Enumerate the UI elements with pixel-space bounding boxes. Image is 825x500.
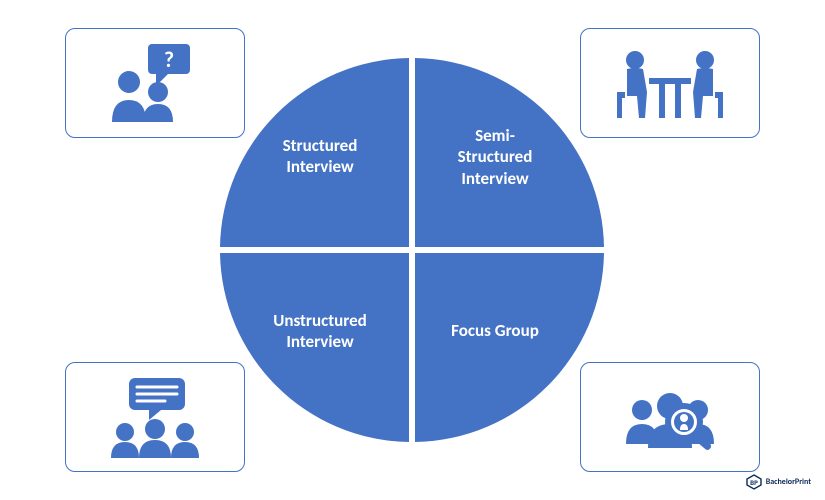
- svg-text:?: ?: [164, 46, 174, 73]
- box-semi-structured-icon: [580, 28, 760, 138]
- diagram-stage: StructuredInterview Semi-StructuredInter…: [0, 0, 825, 500]
- box-unstructured-icon: [65, 362, 245, 472]
- label-structured: StructuredInterview: [250, 135, 390, 178]
- pie-quadrant-br: [415, 253, 604, 442]
- group-chat-icon: [95, 374, 215, 460]
- question-people-icon: ?: [100, 42, 210, 124]
- label-semi-structured: Semi-StructuredInterview: [425, 125, 565, 189]
- bp-logo-icon: BP: [746, 474, 762, 490]
- people-search-icon: [610, 374, 730, 460]
- label-unstructured: UnstructuredInterview: [250, 310, 390, 353]
- credit-text: BachelorPrint: [766, 478, 811, 486]
- box-structured-icon: ?: [65, 28, 245, 138]
- label-focus-group: Focus Group: [425, 320, 565, 341]
- credit: BP BachelorPrint: [746, 474, 811, 490]
- meeting-table-icon: [605, 42, 735, 124]
- box-focus-group-icon: [580, 362, 760, 472]
- svg-text:BP: BP: [750, 478, 758, 487]
